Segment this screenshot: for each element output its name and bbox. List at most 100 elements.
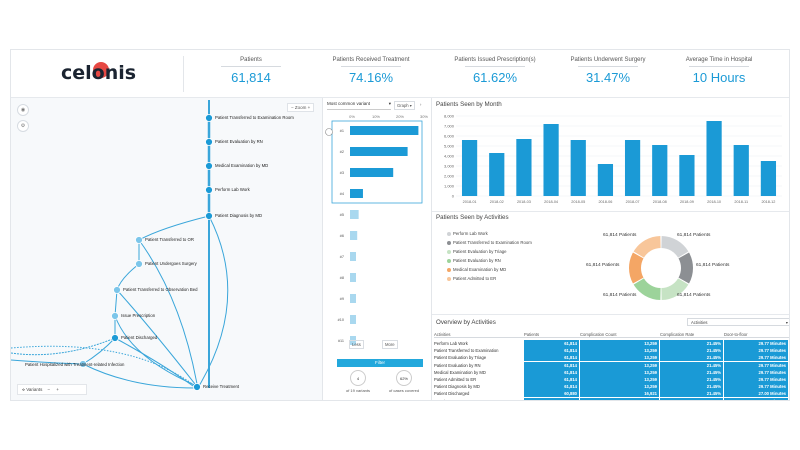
less-button[interactable]: Less bbox=[349, 340, 364, 349]
column-header[interactable]: Complication Rate bbox=[660, 332, 695, 337]
donut-slice[interactable] bbox=[633, 278, 661, 300]
table-row[interactable]: Patient Diagnosis by MD 61,814 13,259 21.45… bbox=[434, 383, 789, 391]
legend-label: Patient Evaluation by RN bbox=[453, 258, 501, 263]
table-row[interactable]: Patient Evaluation by Triage 61,814 13,259… bbox=[434, 354, 789, 362]
column-header[interactable]: Activities bbox=[434, 332, 451, 337]
bar[interactable] bbox=[733, 145, 749, 196]
legend-item[interactable]: Patient Transferred to Examination Room bbox=[447, 240, 532, 245]
legend-label: Patient Transferred to Examination Room bbox=[453, 240, 532, 245]
divider bbox=[221, 66, 281, 67]
divider bbox=[341, 66, 401, 67]
legend-item[interactable]: Patient Evaluation by Triage bbox=[447, 249, 507, 254]
variant-bar[interactable] bbox=[350, 273, 356, 282]
filter-button[interactable]: Filter bbox=[337, 359, 423, 367]
cases-covered-label: of cases covered bbox=[388, 388, 420, 393]
graph-button[interactable]: Graph ▾ bbox=[394, 101, 415, 110]
table-cell: Perform Lab Work bbox=[434, 341, 468, 346]
x-tick-label: 2018-12 bbox=[761, 200, 775, 204]
table-row[interactable]: Receive Treatment45,84113,25921.45%29.77… bbox=[434, 397, 789, 400]
bar[interactable] bbox=[706, 121, 722, 196]
node-label: Patient Discharged bbox=[121, 335, 158, 340]
variant-select[interactable]: Most common variant ▾ bbox=[327, 101, 391, 110]
table-row[interactable]: Medical Examination by MD 61,814 13,259 21.… bbox=[434, 368, 789, 376]
y-tick-label: 8,000 bbox=[444, 114, 455, 119]
donut-slice[interactable] bbox=[678, 252, 693, 284]
y-tick-label: 4,000 bbox=[444, 154, 455, 159]
donut-slice[interactable] bbox=[633, 236, 661, 258]
variant-bar[interactable] bbox=[350, 147, 408, 156]
table-cell: Patient Discharged bbox=[434, 391, 470, 397]
bar[interactable] bbox=[597, 164, 614, 196]
kpi-value: 61,814 bbox=[231, 70, 271, 85]
donut-slice[interactable] bbox=[661, 236, 689, 258]
bar[interactable] bbox=[624, 140, 641, 196]
node-label: Receive Treatment bbox=[203, 384, 240, 389]
bar[interactable] bbox=[543, 124, 559, 196]
variants-slider[interactable]: ⟡ Variants − + bbox=[17, 384, 87, 395]
more-button[interactable]: More bbox=[382, 340, 398, 349]
bar[interactable] bbox=[516, 139, 532, 196]
table-row[interactable]: Patient Discharged 60,880 16,921 21.45% 27.0… bbox=[434, 390, 789, 398]
play-icon[interactable] bbox=[325, 128, 333, 136]
table-cell: 21.45% bbox=[660, 347, 724, 355]
donut-slice[interactable] bbox=[661, 278, 689, 300]
slice-label: 61,814 Patients bbox=[586, 263, 620, 268]
bar[interactable] bbox=[652, 145, 668, 196]
activities-donut bbox=[629, 236, 693, 300]
node-label: Patient Transferred to Observation Bed bbox=[123, 287, 198, 292]
bar[interactable] bbox=[461, 140, 478, 196]
chevron-down-icon: ▾ bbox=[388, 101, 391, 106]
variant-label: #10 bbox=[338, 318, 344, 322]
kpi-title: Average Time in Hospital bbox=[685, 57, 753, 63]
activities-dropdown[interactable]: Activities ▾ bbox=[687, 318, 789, 326]
legend-item[interactable]: Perform Lab Work bbox=[447, 231, 488, 236]
legend-swatch bbox=[447, 231, 451, 236]
table-header: Activities Patients Complication Count Comp… bbox=[434, 331, 789, 338]
variant-bar[interactable] bbox=[350, 210, 359, 219]
chevron-right-icon[interactable]: › bbox=[420, 102, 422, 107]
variant-bar[interactable] bbox=[350, 126, 419, 135]
table-row[interactable]: Perform Lab Work 61,814 13,259 21.45% 29.77 … bbox=[434, 340, 789, 347]
table-row[interactable]: Patient Admitted to ER 61,814 13,259 21.45%… bbox=[434, 376, 789, 383]
eye-icon[interactable]: ◉ bbox=[17, 104, 29, 116]
bar[interactable] bbox=[489, 153, 505, 196]
bar[interactable] bbox=[760, 161, 777, 196]
table-cell: 13,259 bbox=[580, 397, 660, 400]
table-row[interactable]: Patient Transferred to Examination 61,814… bbox=[434, 347, 789, 355]
variant-bar[interactable] bbox=[350, 294, 356, 303]
table-cell: 29.77 Minutes bbox=[724, 354, 789, 362]
column-header[interactable]: Door-to-floor bbox=[724, 332, 748, 337]
bar[interactable] bbox=[570, 140, 586, 196]
variant-bar[interactable] bbox=[350, 189, 363, 198]
table-cell: 29.77 Minutes bbox=[724, 347, 789, 355]
process-map-canvas[interactable]: Patient Transferred to Examination Room … bbox=[11, 98, 323, 401]
bar[interactable] bbox=[679, 155, 695, 196]
settings-icon[interactable]: ⚙ bbox=[17, 120, 29, 132]
donut-slice[interactable] bbox=[629, 252, 644, 284]
zoom-control[interactable]: − Zoom + bbox=[287, 103, 315, 112]
node-label: Patient Evaluation by RN bbox=[215, 139, 263, 144]
variant-bar[interactable] bbox=[350, 315, 356, 324]
kpi-value: 10 Hours bbox=[692, 70, 746, 85]
table-row[interactable]: Patient Evaluation by RN 61,814 13,259 21.4… bbox=[434, 361, 789, 369]
variant-bar[interactable] bbox=[350, 231, 358, 240]
variant-bars[interactable]: 0% 10% 20% 30% #1 #2 #3 #4 #5 #6 #7 #8 #9 #10 #11 bbox=[324, 112, 432, 352]
kpi-prescription: Patients Issued Prescription(s) 61.62% bbox=[435, 57, 555, 85]
axis-tick: 20% bbox=[396, 114, 404, 119]
variant-bar[interactable] bbox=[350, 168, 394, 177]
legend-swatch bbox=[447, 267, 451, 272]
variant-bar[interactable] bbox=[350, 252, 356, 261]
table-cell: 21.45% bbox=[660, 354, 724, 362]
process-map[interactable]: Patient Transferred to Examination Room … bbox=[11, 98, 323, 401]
month-chart-title: Patients Seen by Month bbox=[436, 101, 502, 108]
legend-item[interactable]: Patient Evaluation by RN bbox=[447, 258, 501, 263]
table-cell: 21.45% bbox=[660, 390, 724, 398]
overview-title: Overview by Activities bbox=[436, 319, 496, 326]
legend-item[interactable]: Medical Examination by MD bbox=[447, 267, 506, 272]
dashboard: celonis Patients 61,814 Patients Receive… bbox=[10, 49, 790, 401]
legend-item[interactable]: Patient Admitted to ER bbox=[447, 276, 496, 281]
column-header[interactable]: Patients bbox=[524, 332, 540, 337]
table-cell: Medical Examination by MD bbox=[434, 369, 486, 375]
column-header[interactable]: Complication Count bbox=[580, 332, 617, 337]
legend-swatch bbox=[447, 240, 451, 245]
